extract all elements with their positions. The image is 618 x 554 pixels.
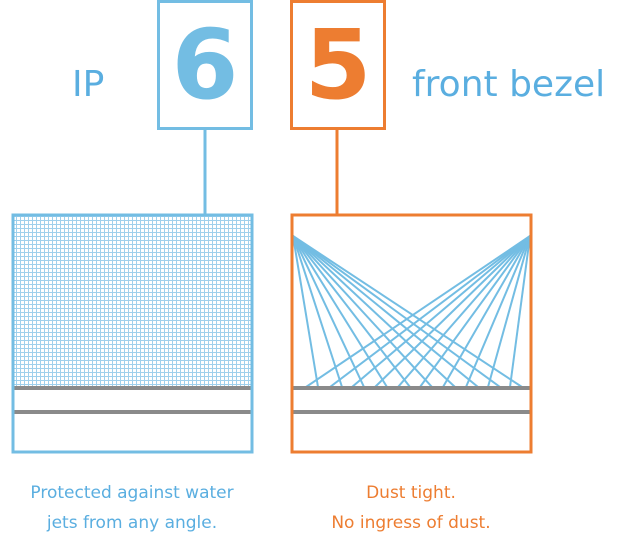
water-protection-panel <box>290 213 533 454</box>
water-jet-ray-right-10 <box>509 235 531 388</box>
left-caption-line-2: jets from any angle. <box>46 513 218 533</box>
first-digit: 6 <box>171 9 239 121</box>
water-jet-ray-left-2 <box>292 235 343 388</box>
water-jet-ray-left-6 <box>292 235 433 388</box>
water-jet-ray-left-1 <box>292 235 319 388</box>
water-jet-ray-right-8 <box>465 235 531 388</box>
left-caption: Protected against water jets from any an… <box>0 478 264 538</box>
water-jet-ray-left-10 <box>292 235 523 388</box>
water-jet-ray-right-3 <box>351 235 531 388</box>
water-jet-ray-right-2 <box>329 235 531 388</box>
water-jet-ray-right-6 <box>419 235 531 388</box>
water-jet-ray-left-9 <box>292 235 501 388</box>
left-panel-frame <box>11 213 254 454</box>
water-jet-ray-left-5 <box>292 235 411 388</box>
water-jet-ray-left-3 <box>292 235 365 388</box>
water-jet-ray-left-7 <box>292 235 456 388</box>
water-jet-ray-right-7 <box>442 235 531 388</box>
dust-protection-panel <box>11 213 254 454</box>
second-digit: 5 <box>304 9 372 121</box>
water-jet-ray-right-9 <box>487 235 531 388</box>
second-digit-box: 5 <box>290 0 386 130</box>
water-jet-ray-left-8 <box>292 235 479 388</box>
front-bezel-label: front bezel <box>412 64 606 105</box>
water-jet-rays <box>292 235 531 388</box>
dust-mesh-area <box>13 215 252 387</box>
right-caption: Dust tight. No ingress of dust. <box>280 478 542 538</box>
water-jet-ray-right-1 <box>305 235 531 388</box>
water-jet-ray-left-4 <box>292 235 388 388</box>
right-panel-frame <box>290 213 533 454</box>
water-jet-ray-right-4 <box>374 235 531 388</box>
water-jet-ray-right-5 <box>397 235 531 388</box>
right-caption-line-2: No ingress of dust. <box>331 513 491 533</box>
right-caption-line-1: Dust tight. <box>366 483 456 503</box>
first-digit-box: 6 <box>157 0 253 130</box>
ip-prefix-label: IP <box>72 64 105 105</box>
left-caption-line-1: Protected against water <box>30 483 234 503</box>
